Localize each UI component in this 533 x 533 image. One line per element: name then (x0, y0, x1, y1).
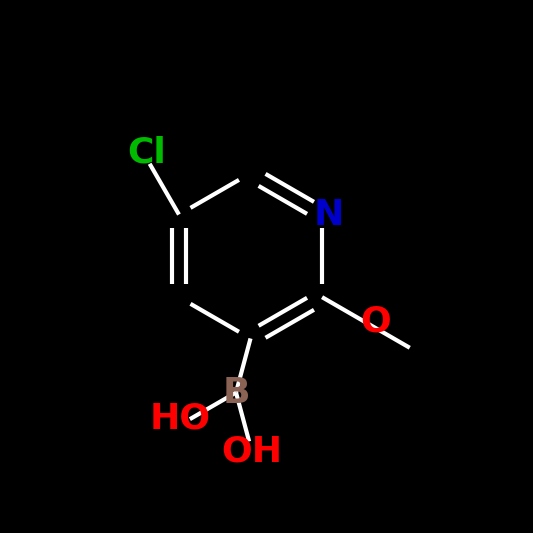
Text: OH: OH (221, 434, 282, 468)
Text: Cl: Cl (127, 135, 166, 169)
Text: B: B (222, 376, 250, 409)
Text: N: N (313, 198, 344, 231)
Text: HO: HO (150, 401, 211, 435)
Text: O: O (360, 305, 391, 338)
